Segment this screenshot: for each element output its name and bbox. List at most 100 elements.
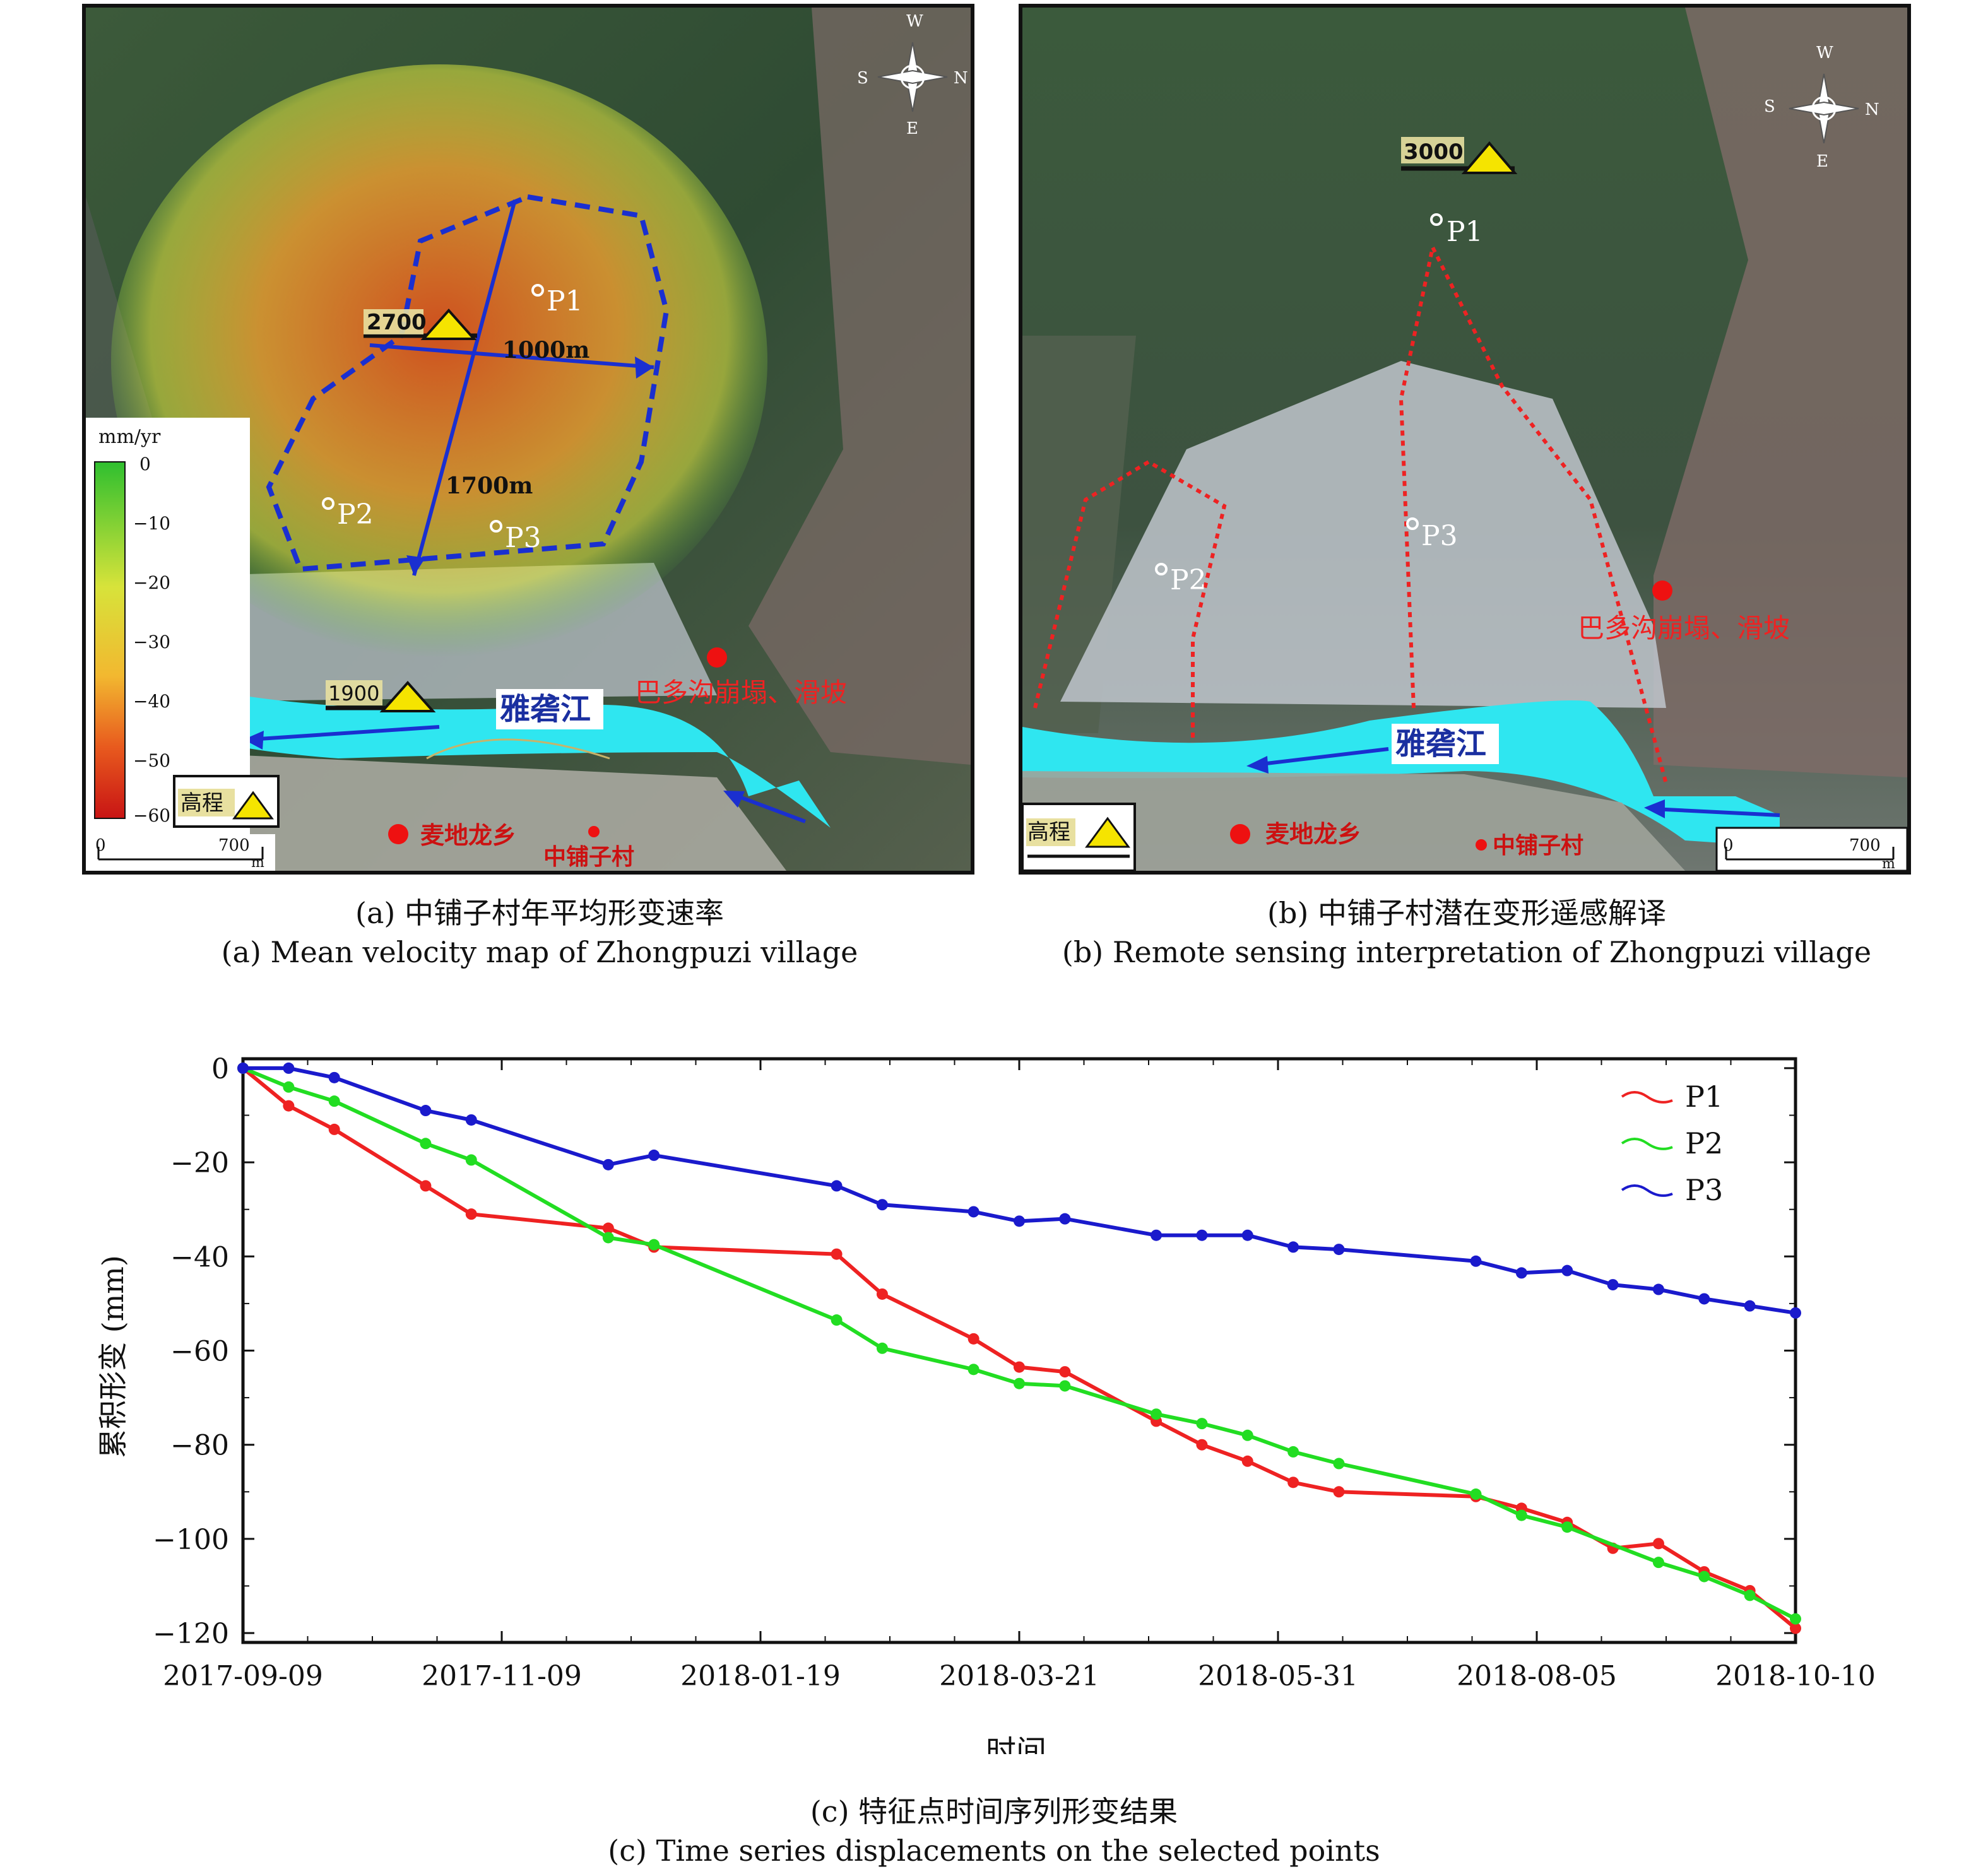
x-tick-label: 2018-03-21 [939, 1660, 1099, 1692]
scale-unit: m [1882, 856, 1895, 871]
data-point-p2 [1241, 1429, 1253, 1441]
town-marker [1230, 824, 1250, 844]
elevation-label-top: 2700 [367, 310, 427, 335]
data-point-p1 [328, 1123, 340, 1135]
svg-text:E: E [906, 119, 918, 138]
point-label-p2: P2 [1170, 564, 1207, 596]
data-point-p2 [602, 1232, 614, 1244]
x-tick-label: 2018-08-05 [1457, 1660, 1617, 1692]
data-point-p2 [1561, 1521, 1573, 1533]
data-point-p3 [283, 1062, 295, 1074]
x-tick-label: 2018-10-10 [1715, 1660, 1876, 1692]
data-point-p2 [1470, 1488, 1482, 1500]
river-label: 雅砻江 [1395, 726, 1486, 762]
legend-swatch-p1 [1621, 1091, 1673, 1104]
data-point-p3 [1151, 1229, 1163, 1241]
caption-c-cn: (c) 特征点时间序列形变结果 [810, 1794, 1178, 1829]
svg-text:W: W [906, 12, 923, 31]
village-marker [1476, 839, 1487, 851]
elevation-label-bottom: 1900 [328, 681, 379, 705]
distance-label-vertical: 1700m [446, 473, 533, 499]
y-tick-label: −100 [153, 1524, 229, 1556]
legend-label-p3: P3 [1685, 1173, 1723, 1207]
data-point-p3 [648, 1149, 660, 1161]
data-point-p3 [967, 1206, 979, 1218]
series-line-p2 [242, 1066, 1797, 1621]
data-point-p1 [831, 1248, 843, 1260]
river [1022, 700, 1780, 847]
data-point-p1 [602, 1222, 614, 1234]
panel-a-map: 2700 1000m 1700m 1900 P1 P2 P3 雅砻江 巴多沟崩塌… [82, 4, 974, 875]
landslide-boundary-p3 [1399, 241, 1668, 784]
elevation-legend-label: 高程 [180, 791, 223, 816]
data-point-p1 [1014, 1361, 1025, 1373]
data-point-p2 [967, 1364, 979, 1376]
scale-unit: m [251, 855, 264, 871]
x-axis-label: 时间 [986, 1734, 1046, 1754]
caption-b-en: (b) Remote sensing interpretation of Zho… [1062, 935, 1872, 969]
y-tick-label: −80 [170, 1430, 229, 1462]
elevation-label-top: 3000 [1404, 139, 1464, 165]
data-point-p2 [1790, 1613, 1801, 1625]
legend-swatch-p2 [1621, 1138, 1673, 1150]
data-point-p2 [648, 1239, 660, 1251]
compass-icon [1789, 73, 1859, 144]
panel-b-map: 3000 P1 P2 P3 雅砻江 巴多沟崩塌、滑坡 麦地龙乡 中铺子村 W N… [1019, 4, 1911, 875]
town-label: 麦地龙乡 [420, 822, 516, 849]
data-point-p2 [1744, 1589, 1756, 1601]
scale-zero: 0 [95, 836, 106, 855]
point-label-p2: P2 [337, 498, 374, 531]
svg-text:S: S [857, 69, 868, 88]
river-label: 雅砻江 [500, 692, 591, 727]
elevation-triangle-top [420, 308, 477, 340]
scale-end: 700 [218, 836, 250, 855]
data-point-p3 [1698, 1293, 1710, 1305]
data-point-p2 [1698, 1571, 1710, 1582]
data-point-p1 [876, 1288, 888, 1300]
y-tick-label: 0 [211, 1053, 229, 1085]
data-point-p3 [831, 1180, 843, 1192]
village-marker [588, 826, 600, 837]
data-point-p2 [1059, 1380, 1071, 1392]
data-point-p3 [1790, 1307, 1801, 1319]
caption-a: (a) 中铺子村年平均形变速率 (a) Mean velocity map of… [92, 893, 988, 972]
data-point-p2 [1151, 1408, 1163, 1420]
data-point-p2 [1652, 1557, 1664, 1569]
legend-swatch-p3 [1621, 1184, 1673, 1197]
data-point-p3 [1241, 1229, 1253, 1241]
svg-text:E: E [1816, 152, 1828, 171]
svg-text:S: S [1764, 97, 1775, 116]
point-label-p1: P1 [1447, 216, 1483, 248]
landslide-marker [1652, 580, 1672, 601]
svg-text:0: 0 [139, 454, 151, 474]
data-point-p3 [237, 1062, 249, 1074]
data-point-p3 [1014, 1215, 1025, 1227]
elevation-triangle-top [1461, 141, 1518, 174]
svg-text:−50: −50 [133, 750, 170, 771]
svg-text:mm/yr: mm/yr [98, 426, 161, 448]
data-point-p2 [1333, 1458, 1345, 1470]
data-point-p1 [420, 1180, 432, 1192]
y-tick-label: −120 [153, 1618, 229, 1650]
y-tick-label: −40 [170, 1241, 229, 1273]
river [174, 683, 831, 828]
caption-b: (b) 中铺子村潜在变形遥感解译 (b) Remote sensing inte… [1019, 893, 1915, 972]
data-point-p3 [1744, 1300, 1756, 1312]
landslide-label: 巴多沟崩塌、滑坡 [635, 677, 847, 708]
data-point-p1 [1241, 1455, 1253, 1467]
data-point-p3 [1607, 1279, 1619, 1291]
svg-text:N: N [954, 69, 968, 88]
village-label: 中铺子村 [543, 844, 634, 870]
svg-text:W: W [1816, 44, 1833, 62]
velocity-colorbar: mm/yr 0 −10 −20 −30 −40 −50 −60 [86, 418, 250, 834]
landslide-label: 巴多沟崩塌、滑坡 [1578, 613, 1790, 644]
legend-label-p2: P2 [1685, 1126, 1723, 1160]
landslide-marker [707, 647, 727, 668]
town-label: 麦地龙乡 [1265, 820, 1361, 848]
caption-b-cn: (b) 中铺子村潜在变形遥感解译 [1267, 896, 1666, 930]
elevation-triangle-bottom [379, 680, 436, 712]
svg-text:−20: −20 [133, 572, 170, 593]
data-point-p3 [1515, 1267, 1527, 1279]
data-point-p2 [328, 1095, 340, 1107]
data-point-p3 [1196, 1229, 1208, 1241]
